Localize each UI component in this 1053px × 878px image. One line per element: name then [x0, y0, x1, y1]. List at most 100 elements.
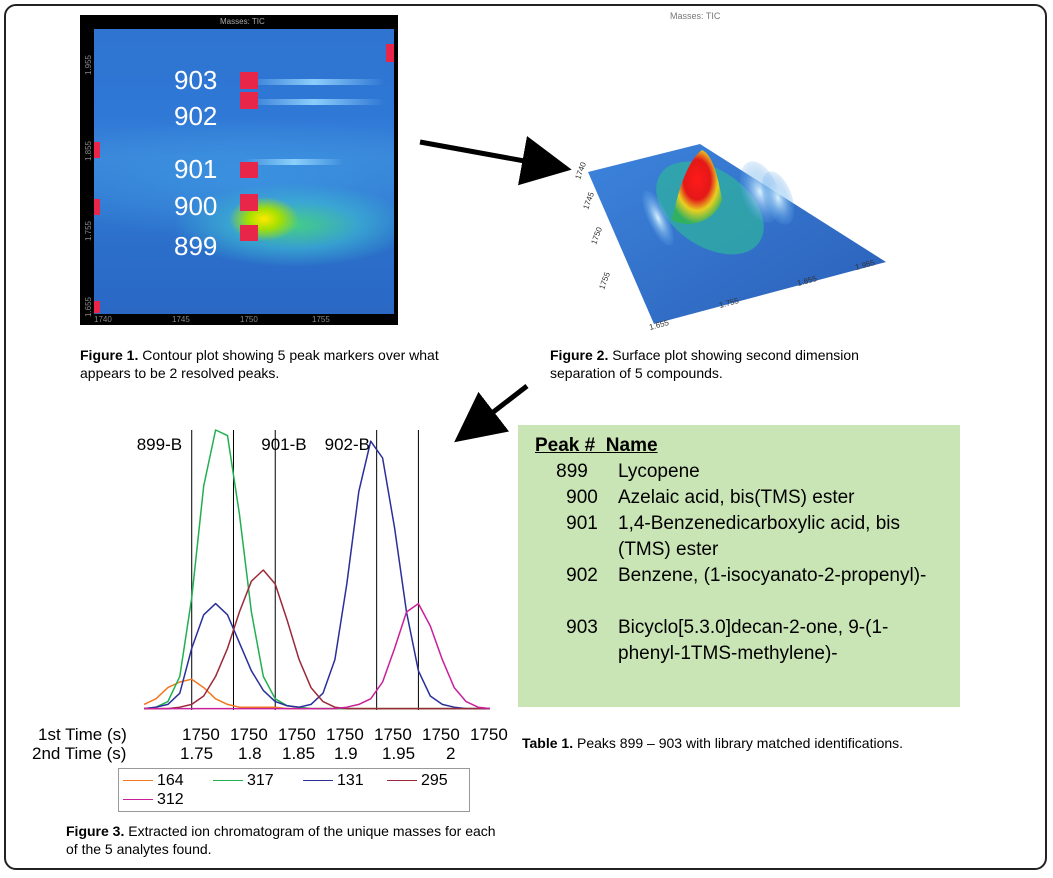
figure3-axis-2nd-time: 2nd Time (s) 1.75 1.8 1.85 1.9 1.95 2	[32, 744, 502, 764]
table-cell-name: 1,4-Benzenedicarboxylic acid, bis (TMS) …	[618, 513, 900, 560]
legend-swatch	[213, 780, 243, 782]
series-line-312	[144, 602, 491, 710]
series-line-295	[144, 569, 490, 710]
contour-streak	[244, 159, 344, 165]
peak-label: 901-B	[261, 435, 306, 454]
figure3-caption: Figure 3. Extracted ion chromatogram of …	[66, 822, 506, 858]
peak-marker-902	[240, 92, 258, 109]
peak-label: 902-B	[325, 435, 370, 454]
x-tick-1st: 1750	[182, 725, 220, 744]
table-cell-num: 899	[556, 461, 588, 482]
x-tick-1st: 1750	[374, 725, 412, 744]
peak-marker-901	[240, 162, 258, 178]
arrow-down-left	[454, 384, 529, 443]
x-tick-2nd: 1.85	[282, 744, 316, 763]
figure1-x-tick: 1740	[94, 315, 112, 324]
table-cell-name: Azelaic acid, bis(TMS) ester	[618, 487, 855, 508]
x-tick-2nd: 1.8	[238, 744, 262, 763]
figure3-caption-bold: Figure 3.	[66, 823, 125, 839]
peak-marker-899	[240, 225, 258, 241]
table-cell-name: Bicyclo[5.3.0]decan-2-one, 9-(1-phenyl-1…	[618, 617, 889, 664]
x-tick-2nd: 1.95	[382, 744, 416, 763]
figure2-caption-text: Surface plot showing second dimension se…	[550, 347, 859, 381]
figure3-axis-1st-time: 1st Time (s) 1750 1750 1750 1750 1750 17…	[38, 725, 508, 745]
figure2-y-tick: 1750	[589, 225, 604, 245]
x-tick-1st: 1750	[278, 725, 316, 744]
table-cell-name: Lycopene	[618, 461, 700, 482]
figure1-plot-area: 903 902 901 900 899	[94, 29, 394, 314]
legend-label: 317	[247, 772, 274, 789]
table1-caption: Table 1. Peaks 899 – 903 with library ma…	[522, 734, 942, 752]
poster-frame	[4, 4, 1047, 870]
x-tick-1st: 1750	[470, 725, 508, 744]
table1-header: Peak # Name	[535, 435, 658, 456]
x-tick-1st: 1750	[326, 725, 364, 744]
figure1-contour-plot: Masses: TIC 903 902 901 900 899 1.955 1.…	[80, 15, 398, 325]
peak-marker-903	[240, 72, 258, 89]
table-cell-num: 900	[566, 487, 598, 508]
x-tick-2nd: 2	[446, 744, 456, 763]
figure2-caption: Figure 2. Surface plot showing second di…	[550, 346, 910, 382]
x-tick-2nd: 1.9	[334, 744, 358, 763]
legend-swatch	[123, 780, 153, 782]
contour-label-901: 901	[174, 154, 218, 184]
table1-caption-text: Peaks 899 – 903 with library matched ide…	[576, 735, 904, 751]
contour-streak	[244, 79, 384, 85]
table1-peaks: Peak # Name 899 Lycopene 900 Azelaic aci…	[518, 425, 960, 707]
axis-label-1st-time: 1st Time (s)	[38, 725, 127, 744]
figure2-y-tick: 1740	[573, 160, 588, 180]
figure1-x-tick: 1750	[240, 315, 258, 324]
peak-label: 899-B	[137, 435, 182, 454]
contour-streak	[244, 99, 384, 105]
edge-marker	[386, 44, 394, 62]
figure2-y-tick: 1755	[597, 270, 612, 290]
legend-label: 164	[157, 772, 184, 789]
legend-item-312: 312	[123, 792, 184, 808]
legend-label: 295	[421, 772, 448, 789]
legend-label: 131	[337, 772, 364, 789]
legend-swatch	[303, 780, 333, 782]
legend-label: 312	[157, 791, 184, 808]
arrow-right	[419, 136, 572, 186]
edge-marker	[94, 199, 100, 215]
figure1-caption: Figure 1. Contour plot showing 5 peak ma…	[80, 346, 480, 382]
x-tick-1st: 1750	[230, 725, 268, 744]
legend-swatch	[123, 799, 153, 801]
legend-item-164: 164	[123, 773, 184, 789]
contour-label-899: 899	[174, 231, 218, 261]
surface-main-peak	[672, 150, 722, 224]
contour-label-900: 900	[174, 191, 218, 221]
table-cell-num: 901	[566, 513, 598, 534]
figure1-title: Masses: TIC	[220, 17, 265, 26]
table1-caption-bold: Table 1.	[522, 735, 574, 751]
figure1-caption-bold: Figure 1.	[80, 347, 139, 363]
table-cell-name: Benzene, (1-isocyanato-2-propenyl)-	[618, 565, 927, 586]
surface-ridge	[642, 190, 674, 246]
edge-marker	[94, 142, 100, 158]
x-tick-1st: 1750	[422, 725, 460, 744]
table-cell-num: 902	[566, 565, 598, 586]
figure2-y-tick: 1745	[581, 190, 596, 210]
peak-marker-900	[240, 194, 258, 211]
figure2-surface-plot: 1740 1745 1750 1755 1.655 1.755 1.855 1.…	[573, 144, 886, 332]
contour-label-903: 903	[174, 65, 218, 95]
table-cell-num: 903	[566, 617, 598, 638]
legend-item-295: 295	[387, 773, 448, 789]
surface-ridge	[761, 171, 795, 225]
figure1-x-tick: 1745	[172, 315, 190, 324]
x-tick-2nd: 1.75	[180, 744, 214, 763]
series-line-317	[143, 429, 490, 710]
figure1-x-tick: 1755	[312, 315, 330, 324]
legend-swatch	[387, 780, 417, 782]
figure2-title: Masses: TIC	[670, 11, 721, 21]
axis-label-2nd-time: 2nd Time (s)	[32, 744, 127, 763]
series-line-131	[143, 440, 490, 710]
figure3-chromatogram: 899-B 901-B 902-B	[137, 429, 491, 710]
legend-item-131: 131	[303, 773, 364, 789]
figure3-caption-text: Extracted ion chromatogram of the unique…	[66, 823, 496, 857]
figure2-caption-bold: Figure 2.	[550, 347, 609, 363]
legend-item-317: 317	[213, 773, 274, 789]
edge-marker	[94, 301, 100, 313]
figure2-x-tick: 1.655	[648, 318, 670, 332]
